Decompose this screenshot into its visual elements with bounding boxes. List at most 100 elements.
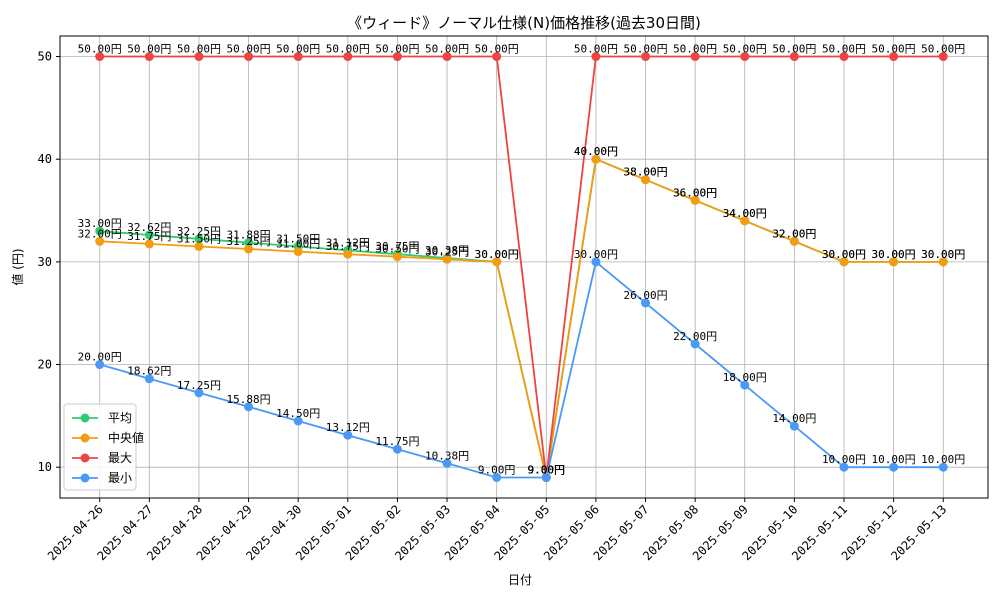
- data-point: [641, 298, 651, 308]
- data-label: 30.00円: [475, 248, 519, 261]
- data-label: 32.00円: [772, 227, 816, 240]
- data-label: 30.75円: [375, 240, 419, 253]
- data-label: 10.00円: [921, 453, 965, 466]
- legend-marker: [80, 453, 90, 463]
- x-axis: 2025-04-262025-04-272025-04-282025-04-29…: [45, 498, 949, 563]
- data-point: [144, 239, 154, 249]
- data-labels: 33.00円 32.62円 32.25円 31.88円 31.50円 31.12円 30.7…: [78, 43, 966, 477]
- data-label: 31.12円: [326, 236, 370, 249]
- data-point: [144, 230, 154, 240]
- data-point: [442, 254, 452, 264]
- data-point: [740, 52, 750, 62]
- data-point: [343, 430, 353, 440]
- legend-marker: [80, 413, 90, 423]
- data-label: 10.00円: [872, 453, 916, 466]
- data-point: [492, 257, 502, 267]
- data-label: 32.62円: [127, 221, 171, 234]
- data-point: [442, 52, 452, 62]
- data-label: 50.00円: [723, 43, 767, 56]
- data-label: 9.00円: [528, 463, 566, 476]
- data-label: 30.00円: [822, 248, 866, 261]
- data-label: 33.00円: [78, 217, 122, 230]
- data-point: [293, 247, 303, 257]
- data-label: 30.00円: [921, 248, 965, 261]
- x-axis-title: 日付: [508, 573, 532, 587]
- data-label: 50.00円: [375, 43, 419, 56]
- data-point: [244, 238, 254, 248]
- data-label: 34.00円: [723, 207, 767, 220]
- data-point: [194, 52, 204, 62]
- data-label: 18.00円: [723, 371, 767, 384]
- data-label: 50.00円: [127, 43, 171, 56]
- data-label: 30.00円: [921, 248, 965, 261]
- data-point: [492, 52, 502, 62]
- data-label: 32.00円: [78, 227, 122, 240]
- data-label: 50.00円: [326, 43, 370, 56]
- data-label: 14.00円: [772, 412, 816, 425]
- legend-label: 最小: [108, 471, 132, 485]
- data-label: 30.00円: [872, 248, 916, 261]
- data-point: [95, 236, 105, 246]
- data-point: [293, 52, 303, 62]
- data-label: 50.00円: [276, 43, 320, 56]
- data-point: [889, 257, 899, 267]
- data-label: 34.00円: [723, 207, 767, 220]
- legend-box: [63, 403, 137, 491]
- data-point: [144, 374, 154, 384]
- data-point: [789, 236, 799, 246]
- data-label: 9.00円: [528, 463, 566, 476]
- y-axis: 10 20 30 40 50: [38, 50, 60, 474]
- data-point: [392, 52, 402, 62]
- data-label: 13.12円: [326, 421, 370, 434]
- data-label: 30.00円: [822, 248, 866, 261]
- y-tick-label: 10: [38, 460, 52, 474]
- data-label: 38.00円: [623, 166, 667, 179]
- data-point: [591, 52, 601, 62]
- data-label: 31.75円: [127, 230, 171, 243]
- data-point: [244, 402, 254, 412]
- data-point: [194, 234, 204, 244]
- series-line-中央値: [99, 157, 944, 478]
- data-label: 31.50円: [177, 232, 221, 245]
- data-point: [839, 462, 849, 472]
- data-label: 50.00円: [772, 43, 816, 56]
- data-label: 10.00円: [822, 453, 866, 466]
- data-label: 32.00円: [772, 227, 816, 240]
- data-label: 9.00円: [528, 463, 566, 476]
- data-label: 30.00円: [872, 248, 916, 261]
- data-point: [591, 257, 601, 267]
- data-point: [789, 52, 799, 62]
- data-label: 30.00円: [574, 248, 618, 261]
- data-label: 9.00円: [478, 463, 516, 476]
- legend-label: 平均: [108, 411, 132, 425]
- data-label: 17.25円: [177, 379, 221, 392]
- data-label: 50.00円: [574, 43, 618, 56]
- data-point: [194, 241, 204, 251]
- data-label: 38.00円: [623, 166, 667, 179]
- y-axis-title: 値 (円): [10, 248, 25, 285]
- chart-title: 《ウィード》ノーマル仕様(N)価格推移(過去30日間): [347, 14, 701, 32]
- data-point: [889, 462, 899, 472]
- legend-marker: [80, 473, 90, 483]
- y-tick-label: 40: [38, 152, 52, 166]
- data-point: [95, 226, 105, 236]
- data-point: [244, 244, 254, 254]
- data-point: [343, 52, 353, 62]
- data-point: [293, 416, 303, 426]
- data-label: 50.00円: [673, 43, 717, 56]
- data-point: [938, 52, 948, 62]
- data-label: 31.50円: [276, 232, 320, 245]
- data-point: [690, 339, 700, 349]
- data-point: [839, 52, 849, 62]
- data-point: [740, 216, 750, 226]
- data-label: 36.00円: [673, 186, 717, 199]
- data-point: [541, 472, 551, 482]
- data-label: 14.50円: [276, 407, 320, 420]
- data-label: 31.25円: [226, 235, 270, 248]
- data-point: [194, 388, 204, 398]
- series-layer: [95, 52, 948, 482]
- data-point: [343, 249, 353, 259]
- data-label: 40.00円: [574, 145, 618, 158]
- y-tick-label: 20: [38, 358, 52, 372]
- data-point: [442, 458, 452, 468]
